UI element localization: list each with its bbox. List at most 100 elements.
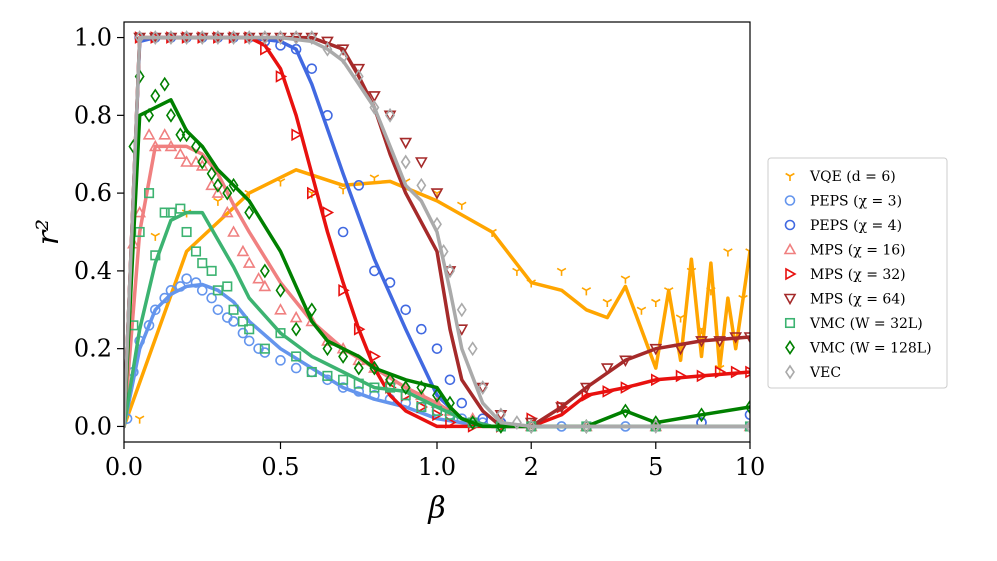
data-point (133, 205, 147, 218)
data-point (581, 287, 592, 296)
data-point (222, 281, 233, 292)
legend-marker (785, 172, 795, 181)
data-point (212, 304, 224, 316)
data-point (144, 107, 155, 123)
data-point (306, 186, 319, 200)
x-tick-label: 2 (524, 453, 539, 481)
legend-label: MPS (χ = 64) (810, 292, 906, 308)
data-point (729, 332, 743, 344)
data-point (369, 265, 380, 277)
data-point (353, 378, 364, 389)
data-point (400, 154, 411, 170)
data-point (555, 402, 568, 414)
data-point (142, 128, 156, 140)
data-point (416, 401, 427, 413)
data-point (322, 370, 333, 381)
data-point (242, 256, 256, 268)
data-point (416, 380, 427, 395)
data-point (181, 30, 192, 45)
data-point (556, 267, 567, 276)
data-point (431, 405, 443, 416)
data-point (602, 385, 614, 398)
data-point (306, 302, 317, 318)
data-point (338, 283, 350, 297)
data-point (675, 369, 688, 383)
legend-marker (785, 340, 795, 355)
legend-label: PEPS (χ = 4) (810, 218, 902, 234)
data-point (291, 128, 303, 142)
y-tick-label: 0.4 (74, 257, 112, 285)
data-point (384, 382, 396, 393)
data-point (745, 399, 750, 415)
data-point (191, 139, 201, 154)
legend-label: VQE (d = 6) (809, 169, 896, 185)
data-point (305, 32, 319, 45)
data-point (143, 320, 155, 331)
data-point (369, 350, 382, 363)
data-point (197, 154, 208, 170)
data-point (619, 355, 632, 367)
data-point (663, 287, 674, 296)
legend-marker (784, 195, 796, 206)
data-point (259, 263, 270, 279)
data-point (675, 314, 686, 323)
data-point (696, 407, 707, 423)
data-point (414, 157, 428, 169)
data-point (353, 386, 365, 397)
data-point (400, 380, 411, 395)
data-point (275, 355, 286, 366)
data-point (512, 267, 522, 276)
legend-label: VMC (W = 128L) (809, 341, 932, 357)
series-group (124, 30, 750, 434)
data-point (695, 336, 708, 348)
data-point (275, 30, 286, 45)
data-point (165, 207, 176, 218)
y-axis-label: r² (31, 219, 66, 245)
y-tick-label: 0.0 (74, 412, 112, 440)
data-point (650, 373, 663, 387)
y-tick-label: 1.0 (74, 24, 112, 52)
data-point (650, 419, 661, 434)
data-point (714, 365, 727, 379)
data-point (197, 258, 208, 269)
data-point (291, 351, 302, 362)
data-point (275, 40, 286, 51)
data-point (686, 267, 697, 276)
data-point (745, 419, 750, 434)
data-point (744, 409, 750, 421)
data-point (620, 403, 631, 419)
data-point (206, 292, 217, 304)
data-point (181, 273, 192, 284)
data-point (197, 30, 208, 45)
data-point (150, 88, 161, 104)
x-tick-label: 0.0 (105, 453, 143, 481)
data-point (651, 298, 661, 307)
data-point (476, 382, 490, 395)
data-point (416, 177, 427, 193)
data-point (432, 387, 442, 403)
data-point (150, 250, 161, 261)
data-point (150, 304, 161, 316)
data-point (190, 246, 202, 257)
data-point (444, 374, 456, 386)
data-point (259, 343, 270, 354)
legend-label: MPS (χ = 32) (810, 267, 906, 283)
data-point (150, 232, 161, 241)
data-point (431, 343, 443, 354)
data-point (477, 380, 488, 395)
data-point (467, 341, 478, 357)
data-point (400, 390, 411, 401)
data-point (745, 248, 750, 257)
data-point (438, 244, 449, 259)
legend-marker (784, 219, 796, 231)
data-point (291, 321, 302, 337)
data-point (385, 372, 396, 388)
data-point (336, 44, 350, 56)
data-point (275, 282, 286, 298)
x-axis-label: β (427, 491, 445, 526)
data-point (352, 63, 366, 76)
data-point (252, 272, 265, 284)
data-point (432, 216, 442, 232)
data-point (143, 188, 155, 199)
data-point (306, 63, 318, 74)
